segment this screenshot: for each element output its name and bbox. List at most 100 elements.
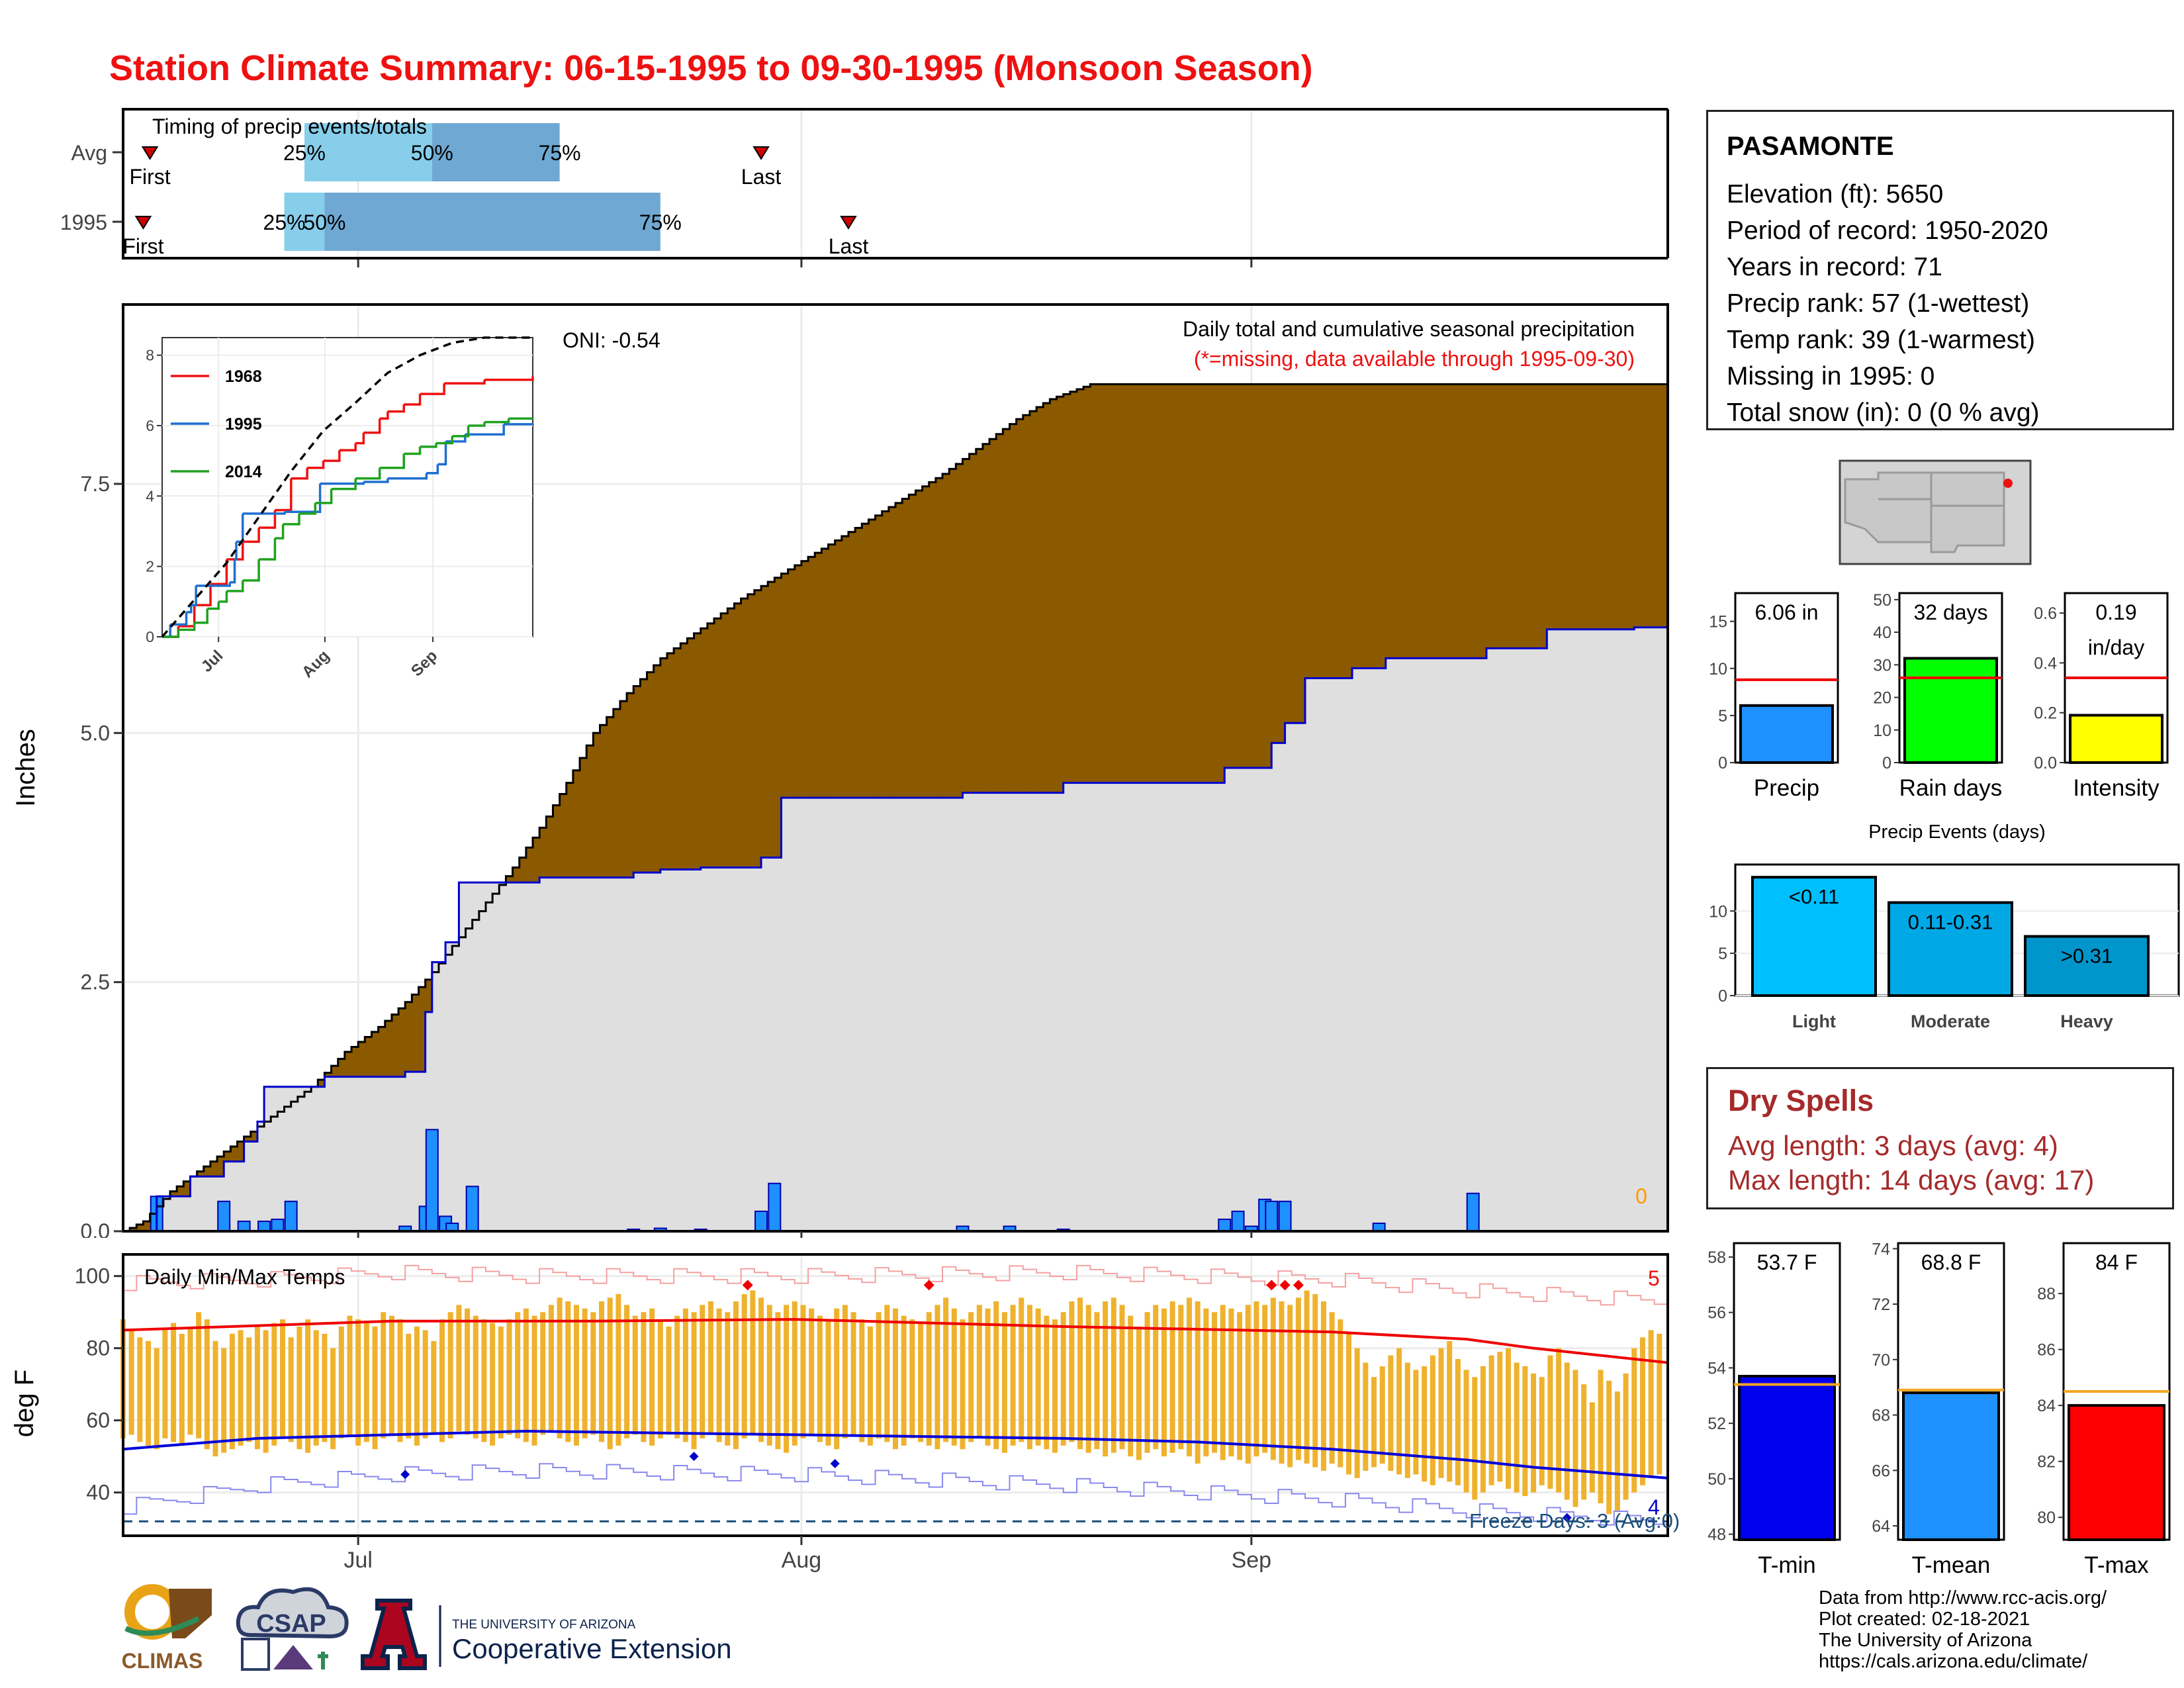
average-cumulative-line [123, 383, 1668, 1233]
below-average-fill [1439, 384, 1447, 659]
below-average-fill [855, 528, 862, 798]
below-average-fill [365, 1037, 372, 1077]
daily-temp-range-bar [406, 1333, 412, 1438]
daily-temp-range-bar [993, 1301, 999, 1450]
station-info-panel: PASAMONTE Elevation (ft): 5650 Period of… [1706, 110, 2174, 430]
temp-tmin-y-tick-label: 48 [1707, 1526, 1726, 1544]
daily-temp-range-bar [146, 1340, 152, 1446]
below-average-fill [674, 648, 681, 870]
daily-temp-range-bar [1396, 1348, 1402, 1475]
below-average-fill [197, 1171, 205, 1177]
daily-temp-range-bar [725, 1312, 731, 1446]
record-high-marker [1266, 1280, 1277, 1291]
below-average-fill [1056, 397, 1064, 793]
avg-low-line [122, 1429, 1668, 1479]
below-average-fill [868, 519, 876, 798]
below-average-fill [1486, 384, 1494, 649]
below-average-fill [707, 623, 715, 868]
temps-y-tick-label: 100 [75, 1264, 110, 1288]
daily-temp-range-bar [1052, 1319, 1058, 1453]
below-average-fill [1063, 394, 1071, 783]
daily-temp-range-bar [229, 1333, 235, 1450]
below-average-fill [1500, 384, 1507, 649]
below-average-fill [412, 994, 420, 1072]
below-average-fill [318, 1080, 325, 1087]
daily-temp-range-bar [1623, 1373, 1629, 1500]
precip-events-chart: Precip Events (days) 0 5 10 <0.11 Light 0.11-0… [1709, 821, 2180, 1031]
below-average-fill [539, 827, 547, 878]
below-average-fill [1338, 384, 1346, 679]
below-average-fill [237, 1141, 245, 1162]
daily-temp-range-bar [582, 1308, 588, 1438]
below-average-fill [183, 1181, 191, 1197]
below-average-fill [1399, 384, 1406, 659]
below-average-fill [1406, 384, 1413, 659]
daily-temp-range-bar [1354, 1348, 1360, 1478]
record-low-marker [689, 1452, 699, 1462]
daily-temp-range-bar [985, 1308, 991, 1446]
totals-precip-value-label: 6.06 in [1754, 600, 1818, 624]
station-years: Years in record: 71 [1727, 253, 1942, 281]
daily-temp-range-bar [649, 1308, 655, 1446]
totals-precip-y-tick-label: 15 [1709, 613, 1727, 632]
below-average-fill [969, 453, 977, 793]
timing-label-75: 75% [639, 211, 682, 234]
daily-temp-range-bar [548, 1305, 554, 1431]
inset-series-avg [161, 336, 533, 638]
daily-temp-range-bar [809, 1308, 815, 1435]
below-average-fill [653, 665, 661, 873]
below-average-fill [1076, 389, 1084, 783]
daily-temp-range-bar [296, 1326, 302, 1450]
daily-temp-range-bar [565, 1301, 571, 1442]
below-average-fill [1016, 419, 1024, 793]
daily-temp-range-bar [523, 1308, 529, 1442]
temp-tmin-y-tick-label: 50 [1707, 1470, 1726, 1489]
below-average-fill [1083, 387, 1091, 783]
precip-events-value-label: 0.11-0.31 [1908, 910, 1993, 933]
daily-temp-range-bar [187, 1326, 193, 1435]
below-average-fill [143, 1221, 151, 1231]
daily-temp-range-bar [1144, 1312, 1150, 1453]
daily-temp-range-bar [313, 1330, 319, 1446]
daily-temp-range-bar [221, 1348, 227, 1453]
below-average-fill [1560, 384, 1568, 630]
daily-temp-range-bar [1371, 1377, 1377, 1468]
daily-precip-bar [237, 1220, 251, 1233]
below-average-fill [1432, 384, 1440, 659]
daily-temp-range-bar [859, 1319, 865, 1442]
below-average-fill [378, 1027, 386, 1077]
daily-temp-range-bar [196, 1312, 202, 1438]
temperature-summary-charts: 48 50 52 54 56 58 53.7 F T-min 64 66 68 70 72 74 68.8 … [1707, 1240, 2171, 1578]
daily-temp-range-bar [1648, 1330, 1654, 1478]
daily-temp-range-bar [733, 1301, 739, 1450]
daily-temp-range-bar [666, 1326, 672, 1435]
daily-temp-range-bar [1598, 1370, 1604, 1503]
daily-temp-range-bar [1514, 1362, 1520, 1493]
precip-events-category-label: Heavy [2060, 1011, 2113, 1031]
daily-temp-range-bar [893, 1308, 898, 1450]
below-average-fill [338, 1058, 345, 1077]
record-high-marker [1293, 1280, 1304, 1291]
below-average-fill [1009, 424, 1017, 793]
daily-temp-range-bar [171, 1323, 177, 1442]
daily-temp-range-bar [1480, 1366, 1486, 1493]
precip-events-y-tick-label: 0 [1718, 987, 1727, 1006]
below-average-fill [1023, 415, 1030, 793]
below-average-fill [580, 757, 587, 878]
daily-precip-bar [1231, 1210, 1245, 1232]
below-average-fill [1157, 384, 1165, 783]
daily-temp-range-bar [1026, 1305, 1032, 1450]
temp-tmean-category-label: T-mean [1912, 1552, 1991, 1578]
below-average-fill [1191, 384, 1199, 783]
below-average-fill [525, 847, 533, 883]
below-average-fill [586, 745, 594, 878]
daily-temp-range-bar [1077, 1297, 1083, 1450]
daily-temp-range-bar [515, 1312, 521, 1438]
credit-plot-created: Plot created: 02-18-2021 [1819, 1609, 2030, 1630]
daily-temp-range-bar [1589, 1402, 1595, 1493]
first-event-label: First [129, 165, 170, 189]
daily-temp-range-bar [204, 1319, 210, 1450]
daily-temp-range-bar [657, 1319, 663, 1438]
daily-temp-range-bar [1463, 1370, 1469, 1493]
